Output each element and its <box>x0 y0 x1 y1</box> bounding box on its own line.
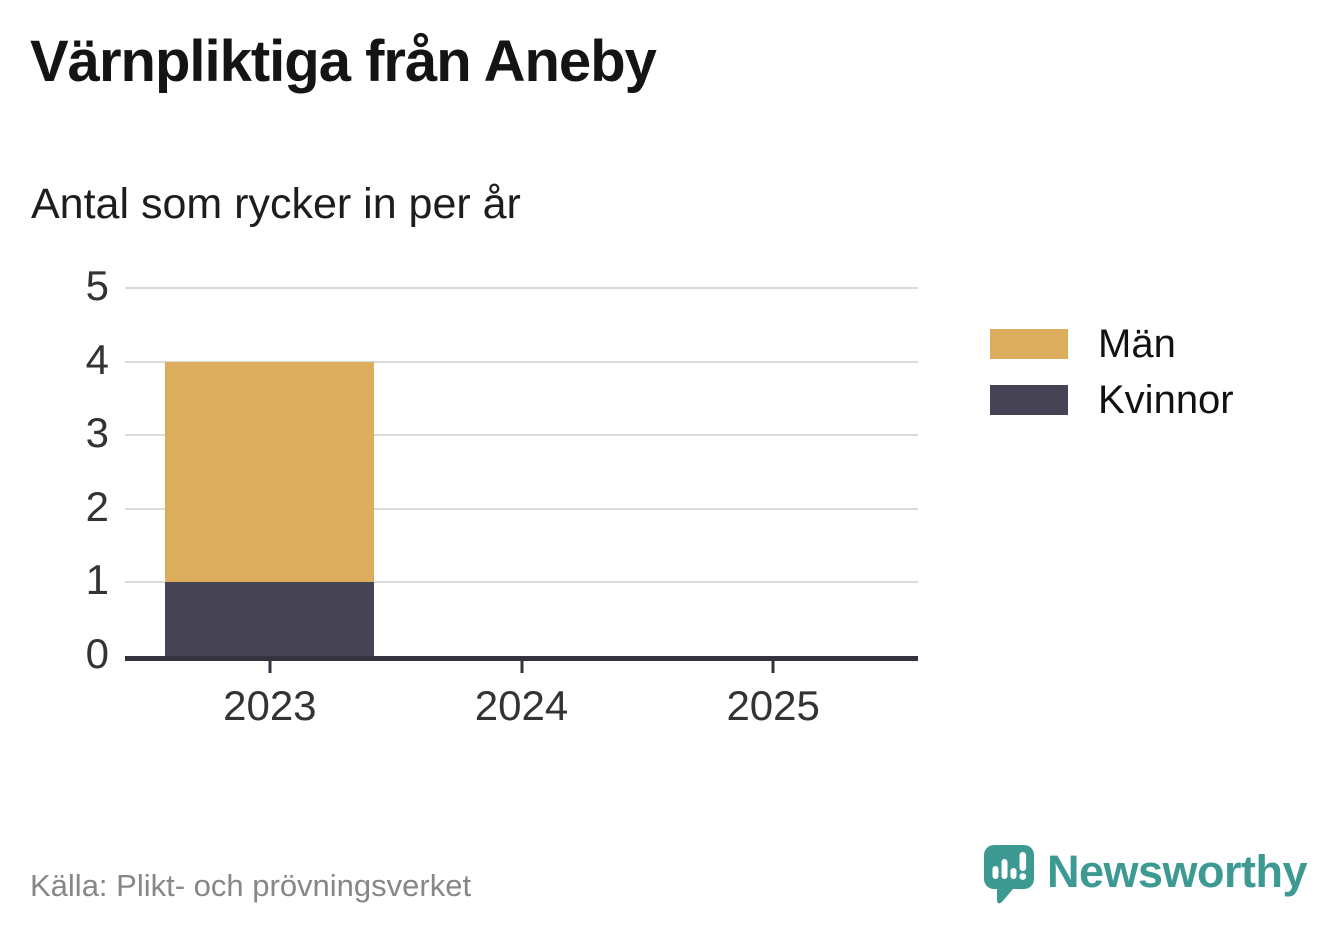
legend-item-kvinnor: Kvinnor <box>990 378 1234 422</box>
x-axis-tick-2023 <box>268 661 272 673</box>
x-axis-label-2023: 2023 <box>223 682 317 729</box>
x-axis-tick-2024 <box>520 661 523 673</box>
gridline-y1 <box>125 581 918 584</box>
legend-swatch-män <box>990 329 1068 359</box>
x-axis-line <box>125 656 918 661</box>
y-axis-label-0: 0 <box>85 630 109 678</box>
gridline-y2 <box>125 507 918 510</box>
x-axis-label-2025: 2025 <box>726 682 820 729</box>
chart-title: Värnpliktiga från Aneby <box>30 29 657 94</box>
gridline-y5 <box>125 287 918 289</box>
y-axis-label-2: 2 <box>85 482 109 530</box>
legend-swatch-kvinnor <box>990 385 1068 415</box>
y-axis-label-5: 5 <box>85 262 109 310</box>
plot-area <box>125 287 918 656</box>
gridline-y3 <box>125 434 918 437</box>
legend-item-män: Män <box>990 322 1234 366</box>
chart-subtitle: Antal som rycker in per år <box>31 180 521 228</box>
legend-label-kvinnor: Kvinnor <box>1098 377 1234 422</box>
gridline-y4 <box>125 360 918 363</box>
x-axis-tick-2025 <box>771 661 775 673</box>
newsworthy-logo: Newsworthy <box>984 845 1308 905</box>
legend-label-män: Män <box>1098 321 1176 366</box>
bar-chart: 0 1 2 3 4 5 2023 2024 2025 <box>86 262 918 748</box>
newsworthy-logo-text: Newsworthy <box>1047 846 1308 897</box>
y-axis-label-1: 1 <box>85 556 109 604</box>
speech-bubble-bar-chart-icon <box>984 845 1034 904</box>
source-note: Källa: Plikt- och prövningsverket <box>30 868 472 903</box>
y-axis-label-4: 4 <box>85 335 109 383</box>
legend: Män Kvinnor <box>990 322 1234 441</box>
bar-segment-män-2023 <box>165 361 375 583</box>
bar-segment-kvinnor-2023 <box>165 582 375 656</box>
y-axis-label-3: 3 <box>85 409 109 457</box>
x-axis-label-2024: 2024 <box>474 682 569 729</box>
